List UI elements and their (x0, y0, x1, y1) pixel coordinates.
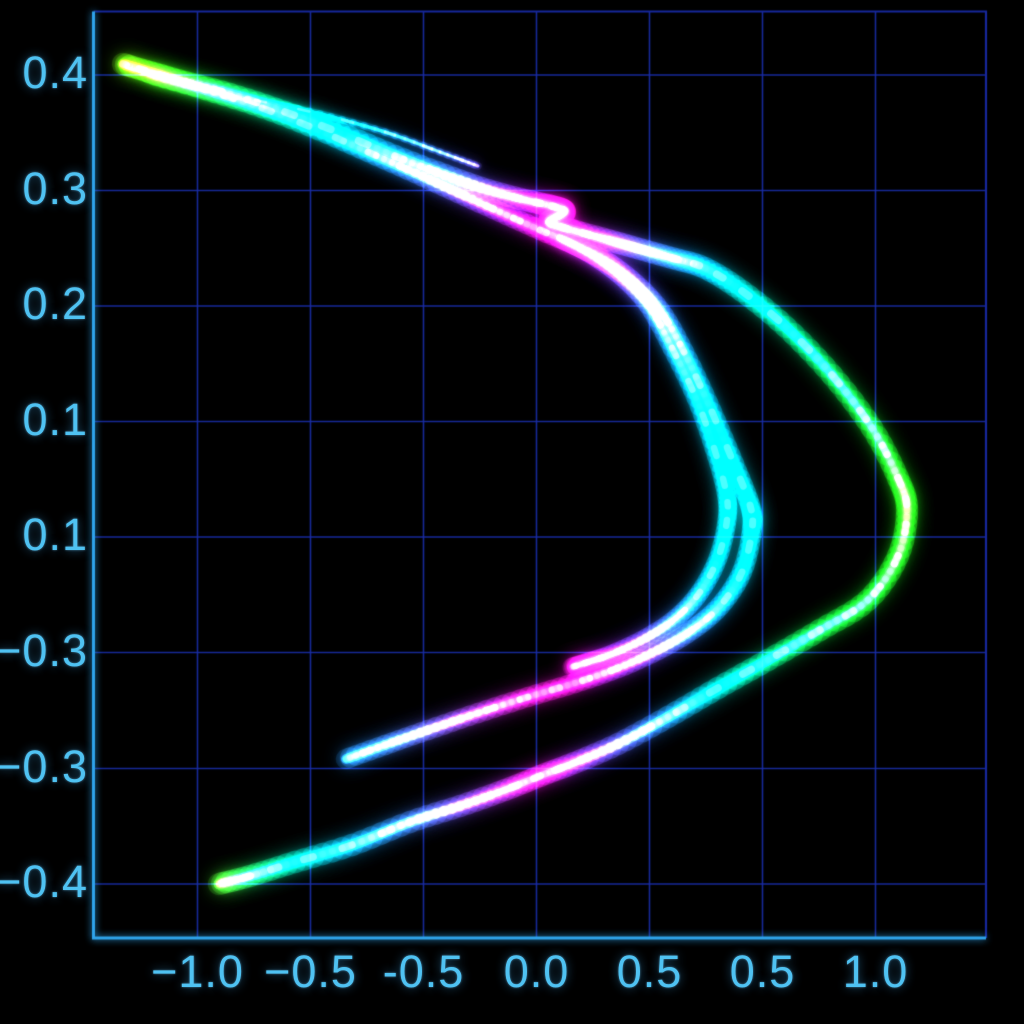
x-tick-label: -0.5 (382, 946, 465, 997)
x-tick-label: −1.0 (151, 946, 244, 997)
y-tick-label: 0.1 (22, 393, 88, 445)
y-tick-label: 0.4 (22, 46, 88, 98)
x-tick-label: −0.5 (264, 946, 357, 997)
y-tick-label: 0.2 (22, 277, 88, 329)
y-tick-label: 0.1 (22, 508, 88, 560)
x-tick-label: 0.0 (503, 946, 570, 997)
x-tick-label: 1.0 (842, 946, 909, 997)
y-tick-label: −0.3 (0, 624, 88, 676)
y-tick-label: −0.4 (0, 855, 88, 907)
x-tick-label: 0.5 (616, 946, 683, 997)
y-tick-label: 0.3 (22, 162, 88, 214)
x-tick-label: 0.5 (729, 946, 796, 997)
y-tick-label: −0.3 (0, 740, 88, 792)
